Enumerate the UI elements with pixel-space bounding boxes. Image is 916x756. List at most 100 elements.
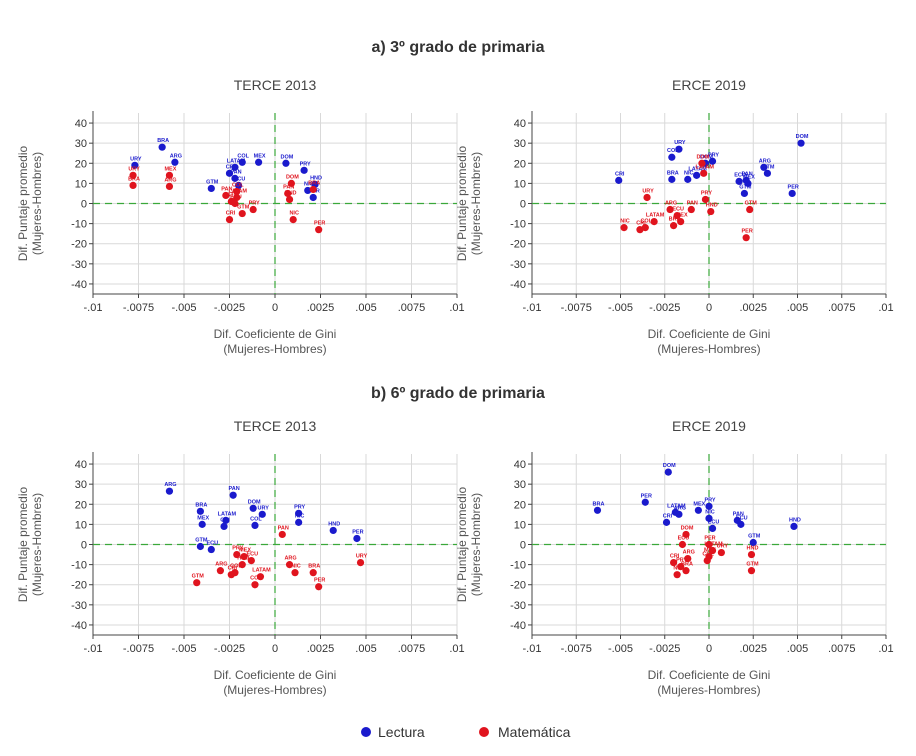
legend-marker-1 [361,727,371,737]
data-label-matematica: NIC [620,219,630,225]
data-point-matematica [256,573,265,581]
x-tick-label: -.005 [608,302,633,314]
y-tick-label: -30 [510,600,526,612]
y-tick-label: -10 [510,560,526,572]
data-point-matematica [309,185,317,194]
data-point-matematica [129,171,137,179]
x-tick-label: -.0025 [649,643,680,655]
y-axis-label: (Mujeres-Hombres) [30,152,44,255]
data-point-lectura [593,506,602,514]
data-point-lectura [231,174,239,182]
data-point-lectura [304,186,312,195]
x-tick-label: 0 [706,643,712,655]
data-label-matematica: GTM [745,201,758,207]
data-point-matematica [707,207,715,216]
y-tick-label: 10 [75,178,87,190]
data-point-matematica [670,222,678,230]
legend-marker-2 [479,727,489,737]
data-point-matematica [677,563,685,571]
data-label-matematica: URY [642,188,654,194]
y-tick-label: 0 [81,540,87,552]
data-label-lectura: BRA [593,501,605,507]
data-label-lectura: BRA [157,138,169,144]
data-point-lectura [220,522,228,531]
y-tick-label: 0 [520,540,526,552]
data-label-lectura: COL [237,153,249,159]
x-axis-label: (Mujeres-Hombres) [223,342,326,356]
y-tick-label: -30 [510,259,526,271]
data-label-lectura: LATAM [218,511,237,517]
data-point-matematica [238,209,246,218]
data-point-matematica [717,548,725,557]
y-tick-label: -20 [510,239,526,251]
data-label-lectura: HND [310,175,322,181]
x-axis-label: Dif. Coeficiente de Gini [214,668,337,682]
data-point-matematica [165,171,174,179]
x-tick-label: .005 [355,302,376,314]
data-label-lectura: PAN [229,486,240,492]
data-point-matematica [251,581,259,589]
data-label-matematica: CRI [670,554,680,560]
x-tick-label: .0075 [398,302,426,314]
data-label-matematica: MEX [704,548,716,554]
data-label-matematica: PAN [221,186,232,192]
data-label-matematica: DOM [696,154,709,160]
data-point-matematica [231,199,239,208]
data-point-lectura [171,158,179,166]
data-label-lectura: GTM [739,184,752,190]
x-axis-label: (Mujeres-Hombres) [657,342,760,356]
x-tick-label: 0 [272,643,278,655]
data-label-matematica: PAN [687,201,698,207]
y-tick-label: 30 [75,479,87,491]
data-label-matematica: ARG [215,562,227,568]
y-tick-label: 10 [514,519,526,531]
data-label-lectura: GTM [195,538,208,544]
data-point-lectura [131,161,139,169]
y-tick-label: 20 [514,499,526,511]
data-point-matematica [698,159,706,167]
data-point-lectura [295,518,303,526]
data-point-matematica [636,226,644,234]
data-point-lectura [788,189,796,198]
data-point-matematica [240,552,248,561]
x-tick-label: -.0025 [214,643,245,655]
data-label-matematica: BRA [681,562,693,568]
x-tick-label: .0025 [739,302,767,314]
data-point-matematica [670,559,678,567]
x-axis-label: (Mujeres-Hombres) [657,683,760,697]
data-label-lectura: ARG [759,158,771,164]
x-tick-label: -.0025 [649,302,680,314]
y-tick-label: -20 [71,580,87,592]
y-tick-label: -40 [510,279,526,291]
data-label-matematica: PAN [278,525,289,531]
data-label-lectura: GTM [762,164,775,170]
x-tick-label: -.005 [171,302,196,314]
chart-panel-4: ERCE 2019 40 30 20 10 0 -10 -20 -30 -40 -.01 -.0075… [455,418,894,697]
data-label-lectura: MEX [743,174,755,180]
data-point-lectura [255,158,263,166]
y-axis-label: (Mujeres-Hombres) [469,152,483,255]
data-label-lectura: ECU [206,541,218,547]
data-label-matematica: LATAM [695,164,714,170]
data-point-lectura [693,171,701,179]
data-label-matematica: PER [314,221,325,227]
data-point-lectura [207,184,215,193]
y-axis-label: Dif. Puntaje promedio [16,145,30,261]
data-label-matematica: PRY [232,546,243,552]
y-tick-label: -30 [71,600,87,612]
x-axis-label: Dif. Coeficiente de Gini [214,327,337,341]
data-label-matematica: CRI [228,566,238,572]
data-point-matematica [747,550,756,559]
data-label-lectura: MEX [254,153,266,159]
data-label-lectura: NIC [304,181,314,187]
data-label-lectura: DOM [700,154,713,160]
x-tick-label: .005 [355,643,376,655]
data-label-lectura: NIC [705,509,715,515]
y-tick-label: 20 [514,158,526,170]
data-point-lectura [664,468,672,476]
y-tick-label: 30 [75,138,87,150]
data-point-matematica [684,554,692,563]
data-point-lectura [705,502,713,510]
data-point-matematica [678,540,687,549]
